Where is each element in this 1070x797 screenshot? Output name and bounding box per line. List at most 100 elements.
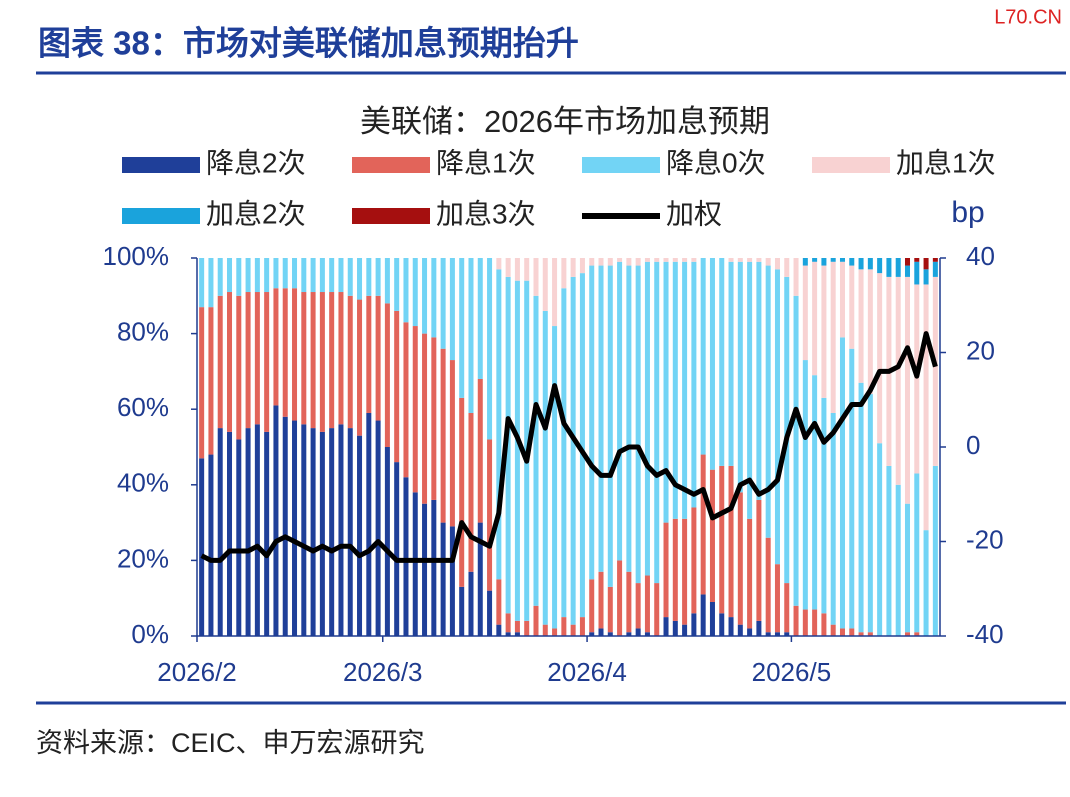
bar-segment (552, 628, 558, 636)
bar-segment (357, 258, 363, 300)
bar-segment (617, 258, 623, 262)
bar-segment (375, 295, 381, 421)
bar-segment (199, 307, 205, 459)
bar-segment (812, 261, 818, 376)
bar-segment (849, 348, 855, 629)
legend-swatch (582, 157, 660, 173)
legend-label: 降息0次 (666, 147, 766, 178)
bar-segment (682, 258, 688, 262)
bar-segment (440, 258, 446, 349)
bar-segment (719, 613, 725, 636)
bar-segment (793, 605, 799, 636)
bar-segment (802, 360, 808, 610)
bar-segment (663, 617, 669, 636)
bar-segment (264, 258, 270, 293)
bar-segment (524, 620, 530, 636)
bar-segment (236, 295, 242, 440)
bar-segment (487, 590, 493, 636)
bar-segment (226, 292, 233, 432)
bar-segment (728, 465, 734, 618)
bar-segment (691, 507, 697, 614)
bar-segment (589, 579, 595, 633)
bar-segment (264, 431, 270, 636)
bar-segment (821, 613, 827, 636)
bar-segment (644, 632, 650, 636)
bar-segment (357, 435, 363, 636)
bar-segment (505, 632, 511, 636)
bar-segment (468, 571, 474, 636)
bar-segment (514, 280, 520, 621)
bar-segment (626, 258, 632, 266)
bar-segment (654, 583, 660, 636)
bar-segment (347, 428, 353, 636)
bar-segment (487, 439, 493, 591)
bar-segment (663, 522, 669, 618)
bar-segment (672, 518, 678, 621)
bar-segment (914, 284, 920, 474)
bar-segment (561, 288, 567, 618)
bar-segment (533, 258, 539, 296)
bar-segment (812, 609, 818, 636)
bar-segment (236, 258, 242, 296)
bar-segment (839, 628, 845, 636)
bar-segment (644, 258, 650, 262)
bar-segment (217, 295, 223, 429)
bar-segment (412, 326, 418, 493)
bar-segment (644, 261, 650, 576)
bar-segment (839, 337, 845, 629)
bar-segment (301, 292, 307, 425)
bar-segment (273, 288, 279, 406)
bar-segment (914, 632, 920, 636)
bar-segment (598, 265, 604, 572)
legend-swatch (122, 208, 200, 224)
bar-segment (709, 469, 715, 602)
bar-segment (932, 465, 938, 636)
bar-segment (533, 605, 539, 636)
bar-segment (440, 522, 446, 636)
bar-segment (319, 292, 325, 432)
bar-segment (375, 420, 381, 636)
bar-segment (747, 518, 753, 629)
bar-segment (310, 258, 316, 293)
bar-segment (756, 258, 762, 262)
bar-segment (672, 620, 678, 636)
bar-segment (552, 326, 558, 629)
bar-segment (784, 632, 790, 636)
bar-segment (904, 258, 911, 266)
bar-segment (579, 273, 585, 618)
bar-segment (338, 292, 344, 425)
bar-segment (487, 258, 493, 440)
bar-segment (700, 594, 706, 636)
bar-segment (329, 292, 335, 429)
y2-unit: bp (951, 196, 984, 229)
bar-segment (691, 613, 697, 636)
bar-segment (570, 276, 576, 625)
bar-segment (812, 375, 818, 610)
bar-segment (700, 454, 706, 595)
bar-segment (412, 492, 418, 636)
bar-segment (635, 258, 641, 266)
bar-segment (208, 307, 214, 455)
bar-segment (449, 526, 455, 636)
legend-swatch (352, 208, 430, 224)
bar-segment (886, 258, 892, 277)
bar-segment (329, 258, 335, 293)
bar-segment (505, 276, 511, 614)
bar-segment (496, 269, 502, 580)
bar-segment (199, 458, 205, 636)
bar-segment (542, 310, 548, 625)
bar-segment (849, 628, 855, 636)
bar-segment (292, 420, 298, 636)
bar-segment (524, 258, 530, 281)
bar-segment (514, 632, 520, 636)
bar-segment (533, 295, 539, 606)
bar-segment (849, 265, 855, 349)
x-tick-label: 2026/3 (343, 657, 423, 687)
legend-swatch (122, 157, 200, 173)
bar-segment (384, 258, 390, 304)
bar-segment (366, 258, 372, 296)
bar-segment (319, 431, 325, 636)
legend-label: 加息3次 (436, 198, 536, 229)
bar-segment (774, 632, 780, 636)
